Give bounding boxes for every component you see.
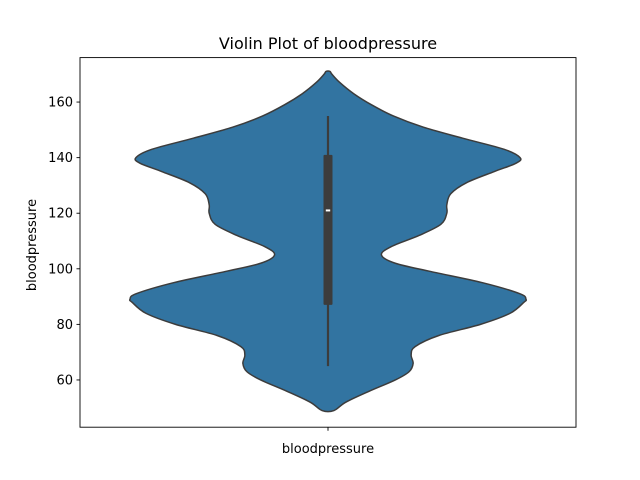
y-tick-label: 140 bbox=[48, 151, 73, 166]
y-tick-label: 100 bbox=[48, 262, 73, 277]
plot-area: 60 80 100 120 140 160 bloodpressure bbox=[48, 70, 528, 457]
y-tick-label: 160 bbox=[48, 96, 73, 111]
chart-title: Violin Plot of bloodpressure bbox=[219, 34, 437, 53]
plot-frame bbox=[79, 57, 577, 428]
x-tick-label: bloodpressure bbox=[282, 442, 374, 457]
y-tick-label: 80 bbox=[56, 318, 73, 333]
y-tick-label: 60 bbox=[56, 373, 73, 388]
y-axis-label: bloodpressure bbox=[25, 199, 40, 291]
y-tick-label: 120 bbox=[48, 207, 73, 222]
violin-iqr-box bbox=[323, 154, 333, 305]
